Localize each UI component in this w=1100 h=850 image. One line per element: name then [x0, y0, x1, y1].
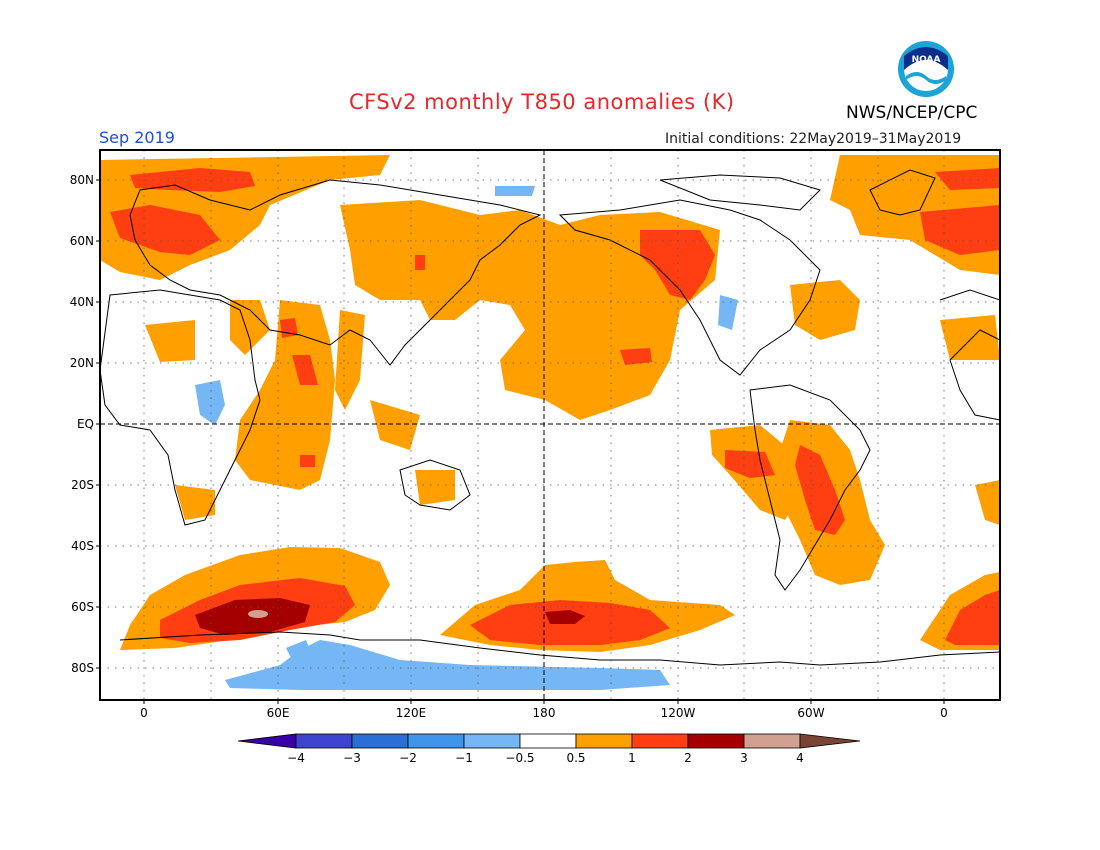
anomaly-fill-neg [195, 186, 738, 690]
lat-label-80s: 80S [71, 661, 94, 675]
colorbar-label-4: 4 [796, 751, 804, 765]
lat-label-20n: 20N [69, 356, 94, 370]
colorbar-label-2: 2 [684, 751, 692, 765]
colorbar-swatch-0 [238, 733, 297, 749]
noaa-logo-icon: NOAA [898, 41, 954, 97]
colorbar-label-neg2: −2 [399, 751, 417, 765]
lat-label-80n: 80N [69, 173, 94, 187]
colorbar-label-0p5: 0.5 [566, 751, 586, 765]
lon-label-120w: 120W [660, 706, 696, 720]
lat-label-60n: 60N [69, 234, 94, 248]
lon-label-60w: 60W [797, 706, 825, 720]
gridlines [100, 150, 1000, 700]
colorbar-swatch-3 [407, 733, 465, 749]
colorbar [238, 733, 861, 749]
colorbar-swatch-8 [687, 733, 745, 749]
agency-label: NWS/NCEP/CPC [846, 103, 978, 123]
reference-lines [100, 150, 1000, 700]
colorbar-label-neg0p5: −0.5 [505, 751, 535, 765]
colorbar-label-neg1: −1 [455, 751, 473, 765]
colorbar-swatch-7 [631, 733, 689, 749]
map-title: CFSv2 monthly T850 anomalies (K) [349, 90, 735, 114]
axis-ticks [96, 179, 945, 704]
forecast-month-label: Sep 2019 [99, 128, 175, 147]
lon-label-60e: 60E [266, 706, 290, 720]
colorbar-swatch-9 [743, 733, 801, 749]
colorbar-swatch-4 [463, 733, 521, 749]
lat-label-eq: EQ [76, 417, 94, 431]
lat-label-40s: 40S [71, 539, 94, 553]
lon-label-120e: 120E [395, 706, 427, 720]
colorbar-label-1: 1 [628, 751, 636, 765]
colorbar-label-neg3: −3 [343, 751, 361, 765]
lat-label-60s: 60S [71, 600, 94, 614]
colorbar-swatch-6 [575, 733, 633, 749]
lat-label-40n: 40N [69, 295, 94, 309]
lon-label-0-east: 0 [940, 706, 948, 720]
lon-label-0: 0 [140, 706, 148, 720]
initial-conditions-label: Initial conditions: 22May2019–31May2019 [665, 131, 962, 147]
noaa-logo-text: NOAA [912, 55, 941, 65]
colorbar-swatch-2 [351, 733, 409, 749]
colorbar-swatch-1 [295, 733, 353, 749]
lat-label-20s: 20S [71, 478, 94, 492]
anomaly-fill-3-4 [248, 610, 268, 618]
colorbar-swatch-5 [519, 733, 577, 749]
map-frame [99, 149, 1001, 701]
colorbar-swatch-10 [799, 733, 861, 749]
colorbar-label-neg4: −4 [287, 751, 305, 765]
colorbar-label-3: 3 [740, 751, 748, 765]
lon-label-180: 180 [532, 706, 556, 720]
coastlines [100, 169, 1000, 666]
